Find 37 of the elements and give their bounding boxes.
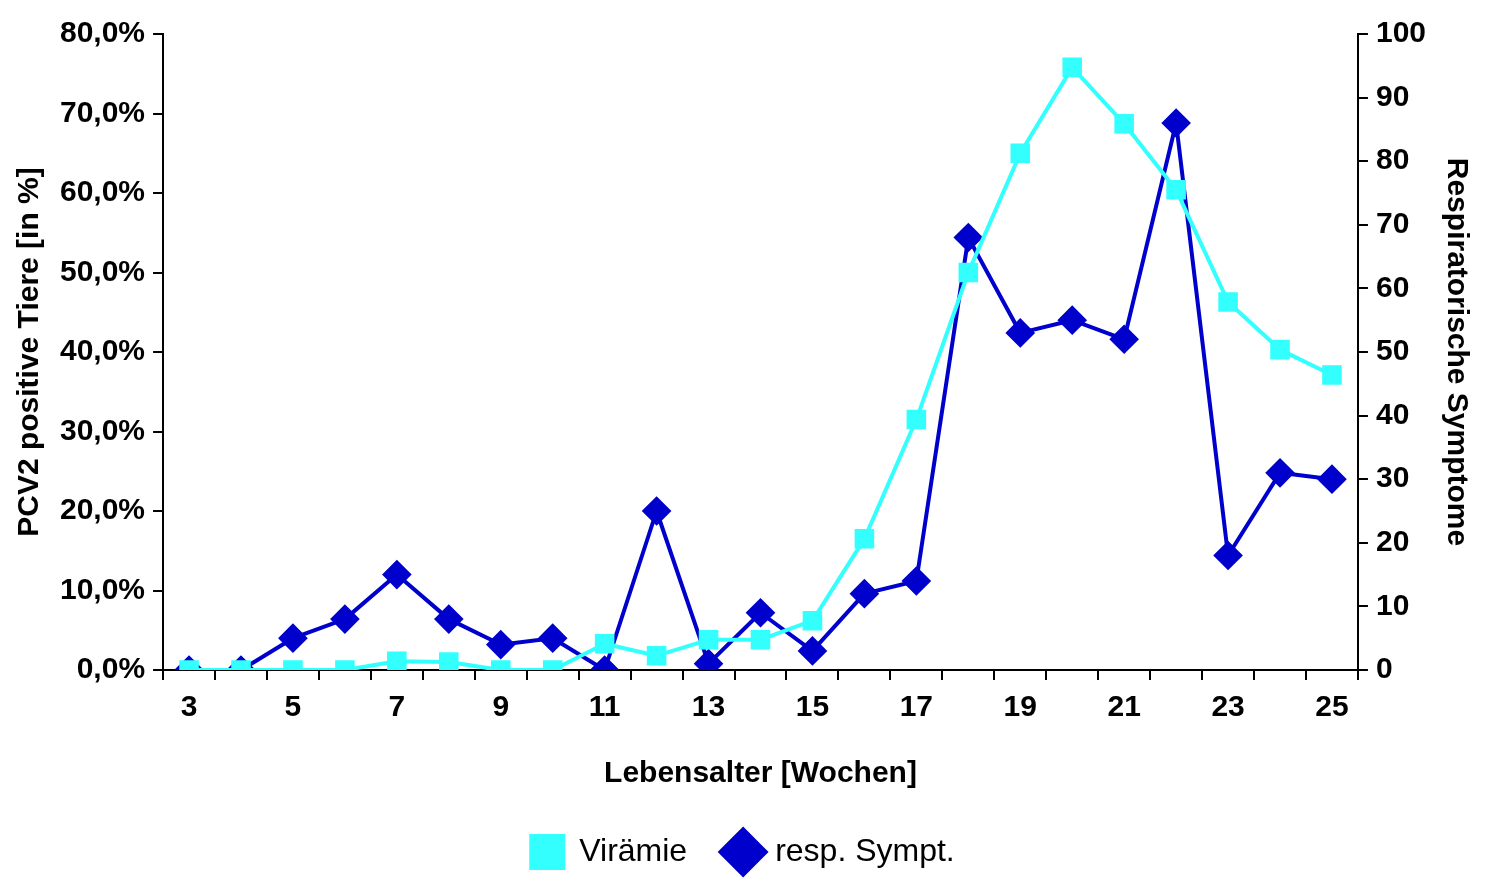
y-tick-label: 10,0% xyxy=(59,571,146,605)
y2-tick-label: 90 xyxy=(1375,78,1410,112)
y2-tick-label: 60 xyxy=(1375,269,1410,303)
x-tick-label: 13 xyxy=(691,689,726,723)
y-tick-label: 40,0% xyxy=(59,333,146,367)
x-tick-label: 21 xyxy=(1107,689,1141,723)
legend-label: resp. Sympt. xyxy=(775,831,955,868)
x-tick-label: 11 xyxy=(588,689,621,723)
y2-tick-label: 40 xyxy=(1375,396,1410,430)
x-tick-label: 17 xyxy=(899,689,934,723)
y-axis-title: PCV2 positive Tiere [in %] xyxy=(11,167,45,537)
x-tick-label: 7 xyxy=(388,689,406,723)
y2-tick-label: 50 xyxy=(1375,333,1410,367)
y-tick-label: 30,0% xyxy=(59,412,146,446)
y2-axis-title: Respiratorische Symptome xyxy=(1441,157,1475,547)
x-tick-label: 19 xyxy=(1003,689,1037,723)
y2-tick-label: 100 xyxy=(1375,15,1427,49)
y-tick-label: 20,0% xyxy=(59,492,146,526)
y-tick-label: 60,0% xyxy=(59,174,146,208)
y-tick-label: 50,0% xyxy=(59,253,146,287)
y2-tick-label: 30 xyxy=(1375,460,1410,494)
x-tick-label: 15 xyxy=(795,689,830,723)
x-tick-label: 5 xyxy=(284,689,302,723)
y2-tick-label: 80 xyxy=(1375,142,1410,176)
x-tick-label: 25 xyxy=(1315,689,1349,723)
x-tick-label: 3 xyxy=(180,689,198,723)
y2-tick-label: 10 xyxy=(1375,587,1410,621)
x-tick-label: 9 xyxy=(492,689,510,723)
y-tick-label: 80,0% xyxy=(59,15,146,49)
y-tick-label: 70,0% xyxy=(59,94,146,128)
legend-label: Virämie xyxy=(579,831,688,868)
y2-tick-label: 20 xyxy=(1375,524,1410,558)
y2-tick-label: 0 xyxy=(1375,651,1393,685)
y-tick-label: 0,0% xyxy=(76,651,146,685)
x-tick-label: 23 xyxy=(1211,689,1245,723)
y2-tick-label: 70 xyxy=(1375,206,1410,240)
x-axis-title: Lebensalter [Wochen] xyxy=(604,755,917,789)
